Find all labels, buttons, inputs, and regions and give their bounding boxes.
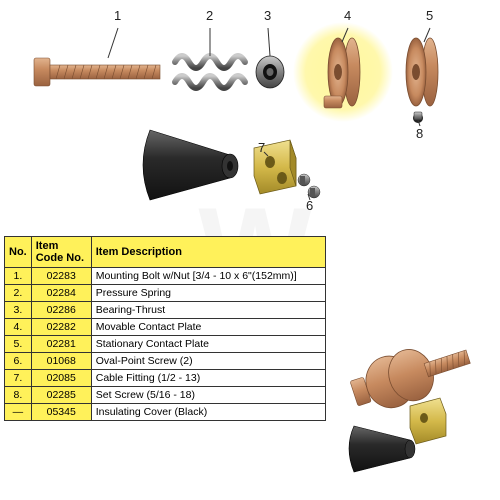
- table-row: 3.02286Bearing-Thrust: [5, 302, 326, 319]
- part-bearing-thrust: [256, 56, 284, 88]
- cell-desc: Oval-Point Screw (2): [91, 353, 325, 370]
- cell-code: 02286: [31, 302, 91, 319]
- part-pressure-spring: [175, 56, 245, 88]
- cell-no: 4.: [5, 319, 32, 336]
- table-body: 1.02283Mounting Bolt w/Nut [3/4 - 10 x 6…: [5, 268, 326, 421]
- cell-desc: Cable Fitting (1/2 - 13): [91, 370, 325, 387]
- callout-6: 6: [306, 198, 313, 213]
- header-desc: Item Description: [91, 237, 325, 268]
- cell-no: 7.: [5, 370, 32, 387]
- callout-7: 7: [258, 140, 265, 155]
- assembled-view: [332, 328, 496, 478]
- exploded-diagram: 1 2 3 4 5 6 7 8: [0, 0, 500, 240]
- callout-2: 2: [206, 8, 213, 23]
- table-row: 2.02284Pressure Spring: [5, 285, 326, 302]
- part-stationary-plate: [406, 38, 438, 106]
- part-insulating-cover: [143, 130, 238, 200]
- callout-3: 3: [264, 8, 271, 23]
- cell-desc: Pressure Spring: [91, 285, 325, 302]
- cell-desc: Insulating Cover (Black): [91, 404, 325, 421]
- part-mounting-bolt: [34, 58, 160, 86]
- cell-no: 5.: [5, 336, 32, 353]
- cell-code: 02282: [31, 319, 91, 336]
- parts-table: No. Item Code No. Item Description 1.022…: [4, 236, 326, 421]
- cell-code: 02284: [31, 285, 91, 302]
- callout-1: 1: [114, 8, 121, 23]
- cell-desc: Bearing-Thrust: [91, 302, 325, 319]
- callout-8: 8: [416, 126, 423, 141]
- cell-code: 01068: [31, 353, 91, 370]
- table-row: 6.01068Oval-Point Screw (2): [5, 353, 326, 370]
- table-row: 1.02283Mounting Bolt w/Nut [3/4 - 10 x 6…: [5, 268, 326, 285]
- cell-no: 8.: [5, 387, 32, 404]
- table-row: 7.02085Cable Fitting (1/2 - 13): [5, 370, 326, 387]
- cell-code: 02085: [31, 370, 91, 387]
- cell-code: 05345: [31, 404, 91, 421]
- cell-no: 1.: [5, 268, 32, 285]
- table-header-row: No. Item Code No. Item Description: [5, 237, 326, 268]
- cell-code: 02283: [31, 268, 91, 285]
- cell-desc: Mounting Bolt w/Nut [3/4 - 10 x 6"(152mm…: [91, 268, 325, 285]
- cell-no: 6.: [5, 353, 32, 370]
- cell-code: 02285: [31, 387, 91, 404]
- header-no: No.: [5, 237, 32, 268]
- cell-desc: Movable Contact Plate: [91, 319, 325, 336]
- cell-desc: Set Screw (5/16 - 18): [91, 387, 325, 404]
- cell-desc: Stationary Contact Plate: [91, 336, 325, 353]
- table-row: 8.02285Set Screw (5/16 - 18): [5, 387, 326, 404]
- cell-no: —: [5, 404, 32, 421]
- cell-no: 2.: [5, 285, 32, 302]
- cell-no: 3.: [5, 302, 32, 319]
- table-row: —05345Insulating Cover (Black): [5, 404, 326, 421]
- table-row: 4.02282Movable Contact Plate: [5, 319, 326, 336]
- callout-4: 4: [344, 8, 351, 23]
- part-oval-point-screws: [298, 174, 320, 198]
- callout-5: 5: [426, 8, 433, 23]
- header-code: Item Code No.: [31, 237, 91, 268]
- table-row: 5.02281Stationary Contact Plate: [5, 336, 326, 353]
- cell-code: 02281: [31, 336, 91, 353]
